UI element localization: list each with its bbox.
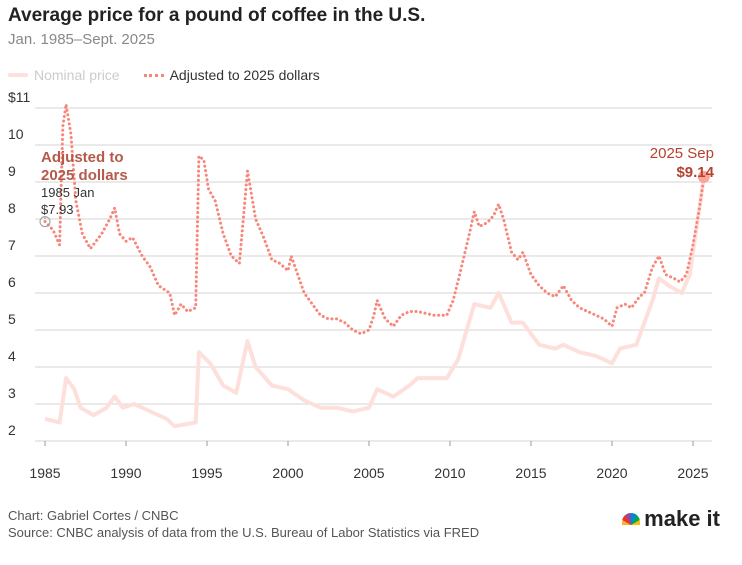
y-tick-label: 4 <box>8 348 16 364</box>
legend-label-adjusted: Adjusted to 2025 dollars <box>169 67 320 83</box>
y-tick-label: 6 <box>8 274 16 290</box>
y-tick-label: 2 <box>8 422 16 438</box>
legend-swatch-adjusted <box>143 73 164 77</box>
annotation-start-label-1: Adjusted to <box>41 149 124 166</box>
x-tick-label: 2000 <box>272 465 303 481</box>
start-point-marker <box>39 216 51 228</box>
annotation-start-label-2: 2025 dollars <box>41 167 128 184</box>
x-tick-label: 2015 <box>515 465 546 481</box>
series-line-adjusted <box>43 102 706 336</box>
y-tick-label: 8 <box>8 200 16 216</box>
annotation-start-date: 1985 Jan <box>41 185 95 200</box>
chart-subtitle: Jan. 1985–Sept. 2025 <box>8 31 155 48</box>
y-tick-label: 5 <box>8 311 16 327</box>
legend-label-nominal: Nominal price <box>34 67 120 83</box>
y-tick-label: 9 <box>8 163 16 179</box>
x-tick-label: 1990 <box>110 465 141 481</box>
chart-source: Source: CNBC analysis of data from the U… <box>8 525 480 540</box>
legend-item-adjusted: Adjusted to 2025 dollars <box>143 67 320 83</box>
x-tick-label: 2025 <box>677 465 708 481</box>
legend-item-nominal: Nominal price <box>8 67 120 83</box>
annotation-start-value: $7.93 <box>41 202 74 217</box>
y-tick-label: 7 <box>8 237 16 253</box>
x-tick-label: 2010 <box>434 465 465 481</box>
legend: Nominal price Adjusted to 2025 dollars <box>8 67 336 83</box>
x-tick-label: 1995 <box>191 465 222 481</box>
x-tick-label: 2005 <box>353 465 384 481</box>
chart-title: Average price for a pound of coffee in t… <box>8 5 426 26</box>
y-tick-label: $11 <box>8 89 31 105</box>
series-line-nominal <box>44 176 706 429</box>
x-tick-label: 2020 <box>596 465 627 481</box>
chart-credit: Chart: Gabriel Cortes / CNBC <box>8 508 179 523</box>
annotation-end-value: $9.14 <box>676 164 714 181</box>
annotation-end-date: 2025 Sep <box>650 145 714 162</box>
cnbc-peacock-icon <box>622 513 641 525</box>
logo-text: make it <box>644 506 720 531</box>
x-tick-label: 1985 <box>29 465 60 481</box>
make-it-logo: make it <box>622 506 720 532</box>
y-tick-label: 3 <box>8 385 16 401</box>
y-tick-label: 10 <box>8 126 24 142</box>
legend-swatch-nominal <box>8 73 28 77</box>
end-point-marker <box>697 170 710 183</box>
